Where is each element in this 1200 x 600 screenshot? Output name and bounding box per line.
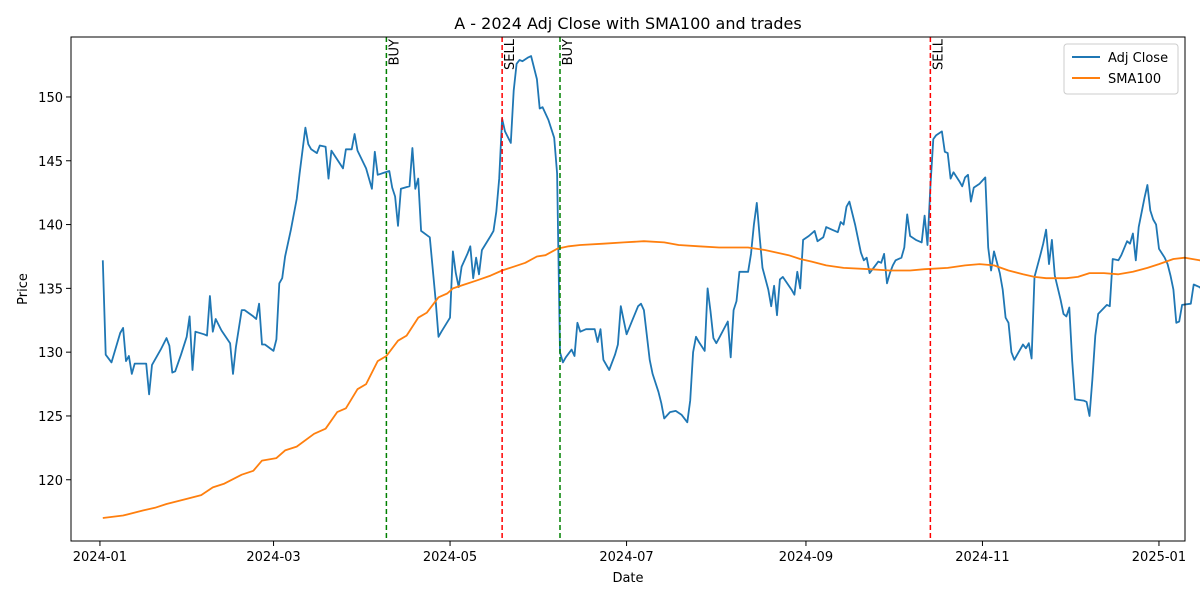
chart-title: A - 2024 Adj Close with SMA100 and trade…: [454, 14, 801, 33]
plot-frame: [70, 36, 1186, 542]
y-axis-label: Price: [16, 273, 31, 305]
x-tick-label: 2024-11: [955, 550, 1009, 565]
y-tick-label: 145: [38, 155, 63, 170]
y-tick-label: 135: [38, 282, 63, 297]
x-tick-label: 2024-03: [246, 550, 300, 565]
legend: Adj Close SMA100: [1063, 43, 1179, 95]
x-tick-label: 2024-05: [423, 550, 477, 565]
y-tick-label: 150: [38, 91, 63, 106]
x-tick-label: 2025-01: [1132, 550, 1186, 565]
trade-label-sell: SELL: [503, 38, 518, 70]
trade-label-buy: BUY: [561, 39, 576, 65]
trade-label-sell: SELL: [931, 38, 946, 70]
series-line-adj-close: [101, 55, 1200, 424]
x-tick-label: 2024-01: [73, 550, 127, 565]
legend-label-sma100: SMA100: [1108, 72, 1161, 87]
y-tick-label: 140: [38, 219, 63, 234]
y-axis: 120 125 130 135 140 145 150: [38, 91, 71, 489]
x-axis: 2024-01 2024-03 2024-05 2024-07 2024-09 2024-…: [73, 541, 1186, 565]
series-line-sma100: [102, 240, 1200, 519]
y-tick-label: 120: [38, 474, 63, 489]
legend-label-adj-close: Adj Close: [1108, 51, 1168, 66]
y-tick-label: 130: [38, 346, 63, 361]
y-tick-label: 125: [38, 410, 63, 425]
trade-label-buy: BUY: [387, 39, 402, 65]
plot-area: BUY SELL BUY SELL: [101, 37, 1200, 541]
x-axis-label: Date: [612, 571, 643, 586]
x-tick-label: 2024-07: [599, 550, 653, 565]
x-tick-label: 2024-09: [779, 550, 833, 565]
